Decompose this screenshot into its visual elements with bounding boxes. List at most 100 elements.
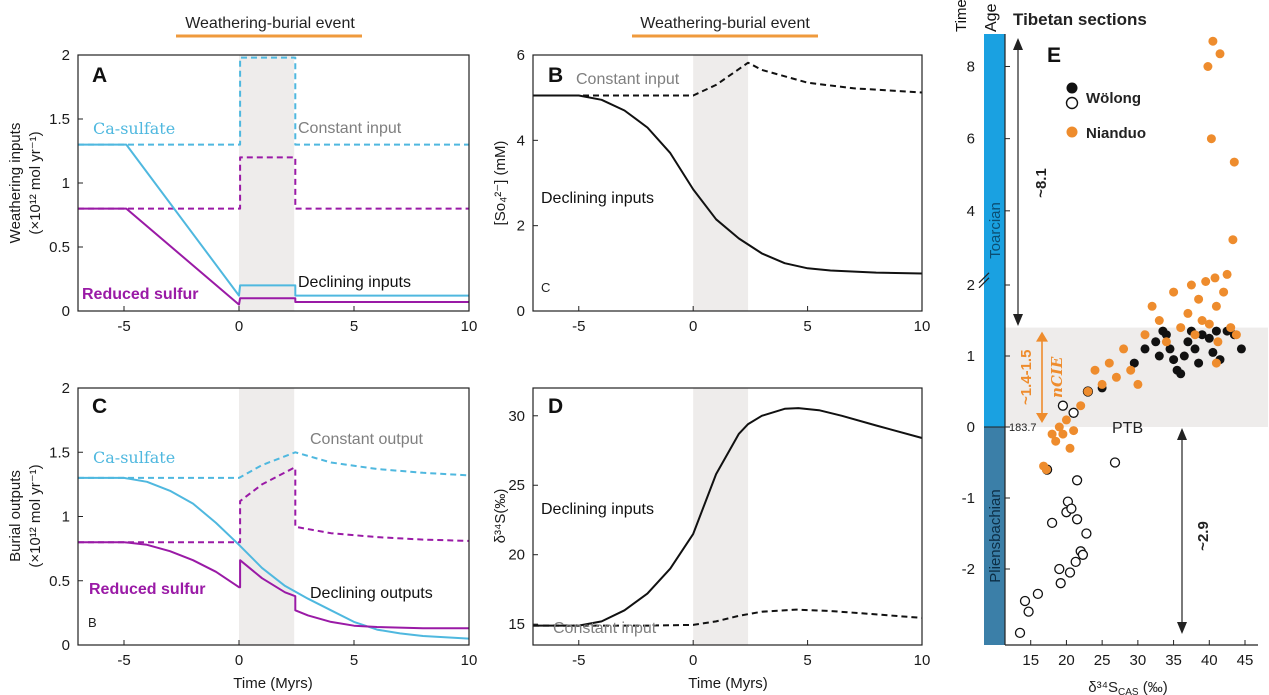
- scatter-point-1-11: [1064, 567, 1076, 578]
- event-label-right: Weathering-burial event: [640, 15, 810, 32]
- xtick-label-d-2: 5: [803, 652, 811, 669]
- scatter-point-2-13: [1104, 358, 1114, 368]
- scatter-point-1-3: [1032, 588, 1044, 600]
- scatter-point-2-37: [1219, 287, 1229, 297]
- ytick-label-e-1: -1: [962, 490, 975, 507]
- scatter-point-1-15: [1071, 514, 1083, 525]
- ylabel-b: [So₄²⁻] (mM): [492, 141, 509, 226]
- scatter-point-2-11: [1090, 365, 1100, 375]
- constant-input-label-a: Constant input: [298, 120, 402, 137]
- xlabel-e-unit: (‰): [1139, 679, 1168, 695]
- scatter-point-1-6: [1054, 563, 1065, 575]
- scatter-point-0-3: [1140, 344, 1150, 354]
- panel-letter-b: B: [548, 64, 563, 87]
- series-line-d-0: [533, 608, 923, 627]
- series-line-c-0: [78, 451, 470, 479]
- xtick-label-a-2: 5: [350, 318, 358, 335]
- scatter-point-1-2: [1023, 606, 1034, 617]
- xtick-label-a-0: -5: [117, 318, 130, 335]
- scatter-point-2-44: [1211, 358, 1221, 368]
- xlabel-e-text: δ³⁴SCAS (‰): [1088, 679, 1168, 695]
- ytick-label-d-1: 20: [508, 547, 525, 564]
- series-line-a-2: [78, 143, 469, 297]
- xtick-label-b-0: -5: [572, 318, 585, 335]
- xtick-label-d-1: 0: [689, 652, 697, 669]
- xtick-label-c-3: 10: [461, 652, 478, 669]
- scatter-point-1-8: [1057, 400, 1069, 411]
- ytick-label-b-2: 4: [517, 132, 525, 149]
- ytick-label-a-3: 1.5: [49, 111, 70, 128]
- xtick-label-c-0: -5: [117, 652, 130, 669]
- ylabel-c-line1: Burial outputs: [7, 470, 24, 562]
- corner-label-b: C: [541, 280, 550, 295]
- axes-frame-b: [532, 54, 923, 312]
- panel-letter-c: C: [92, 395, 107, 418]
- series-line-b-1: [533, 94, 923, 275]
- ytick-label-a-4: 2: [62, 47, 70, 64]
- ytick-label-e-0: -2: [962, 561, 975, 578]
- duration-upper: ~8.1: [1013, 38, 1050, 326]
- xtick-label-b-3: 10: [914, 318, 931, 335]
- series-line-c-3: [78, 541, 469, 630]
- scatter-point-1-12: [1066, 503, 1077, 514]
- panel-c: -5 0 5 10 0 0.5 1 1.5 2 C Ca-sulfate Reduced sul…: [7, 380, 477, 692]
- scatter-point-2-5: [1058, 429, 1068, 439]
- scatter-point-2-2: [1047, 429, 1057, 439]
- scatter-point-1-18: [1077, 549, 1089, 560]
- panel-letter-d: D: [548, 395, 563, 418]
- scatter-point-2-36: [1215, 49, 1225, 59]
- scatter-point-2-4: [1054, 422, 1064, 432]
- series-group-c: [78, 451, 470, 640]
- scatter-point-2-38: [1222, 269, 1232, 279]
- xlabel-e-main: δ³⁴S: [1088, 679, 1118, 695]
- ytick-label-e-6: 6: [967, 131, 975, 148]
- panel-e: Time Age Tibetan sections Toarcian Plien…: [953, 0, 1268, 695]
- scatter-point-2-25: [1186, 280, 1196, 290]
- legend-label-nianduo: Nianduo: [1086, 125, 1146, 142]
- xtick-label-a-1: 0: [235, 318, 243, 335]
- event-label-left: Weathering-burial event: [185, 15, 355, 32]
- series-group-d: [533, 407, 923, 627]
- ytick-label-b-0: 0: [517, 303, 525, 320]
- scatter-point-2-30: [1204, 319, 1214, 329]
- scatter-point-2-24: [1183, 308, 1193, 318]
- ytick-label-a-2: 1: [62, 175, 70, 192]
- scatter-point-0-11: [1176, 369, 1186, 379]
- xtick-label-b-1: 0: [689, 318, 697, 335]
- scatter-point-2-33: [1210, 273, 1220, 283]
- scatter-point-2-12: [1097, 379, 1107, 389]
- scatter-point-2-20: [1154, 316, 1164, 325]
- xtick-label-c-1: 0: [235, 652, 243, 669]
- scatter-point-1-7: [1055, 578, 1066, 589]
- scatter-point-0-5: [1154, 351, 1164, 361]
- xlabel-e-sub: CAS: [1118, 687, 1139, 695]
- axis-break-stroke-2: [978, 277, 990, 289]
- scatter-point-1-1: [1019, 595, 1031, 607]
- scatter-point-0-20: [1211, 326, 1221, 336]
- ytick-label-c-2: 1: [62, 509, 70, 526]
- series-group-a: [78, 56, 469, 306]
- column-time-label: Time: [953, 0, 970, 32]
- ytick-label-a-1: 0.5: [49, 239, 70, 256]
- scatter-point-1-0: [1014, 627, 1026, 639]
- scatter-point-2-39: [1226, 323, 1236, 333]
- ytick-label-c-4: 2: [62, 380, 70, 397]
- duration-lower-arrow-bottom: [1177, 622, 1187, 634]
- legend-marker-wolong-open: [1065, 96, 1079, 110]
- panel-e-title: Tibetan sections: [1013, 10, 1147, 29]
- event-shade-c: [239, 388, 295, 645]
- series-group-b: [533, 61, 923, 275]
- scatter-point-2-16: [1126, 365, 1136, 375]
- constant-output-label-c: Constant output: [310, 431, 424, 448]
- ncie-arrow-top: [1036, 331, 1048, 342]
- xtick-label-e-3: 30: [1130, 652, 1147, 669]
- scatter-point-2-3: [1051, 436, 1061, 446]
- axes-frame-d: [532, 387, 923, 646]
- ncie-band: [1005, 327, 1268, 427]
- event-shade-d: [693, 388, 749, 645]
- scatter-point-2-9: [1076, 401, 1086, 411]
- scatter-point-2-8: [1069, 426, 1079, 436]
- scatter-point-2-7: [1065, 443, 1075, 453]
- panel-letter-a: A: [92, 64, 107, 87]
- ytick-label-e-7: 8: [967, 58, 975, 75]
